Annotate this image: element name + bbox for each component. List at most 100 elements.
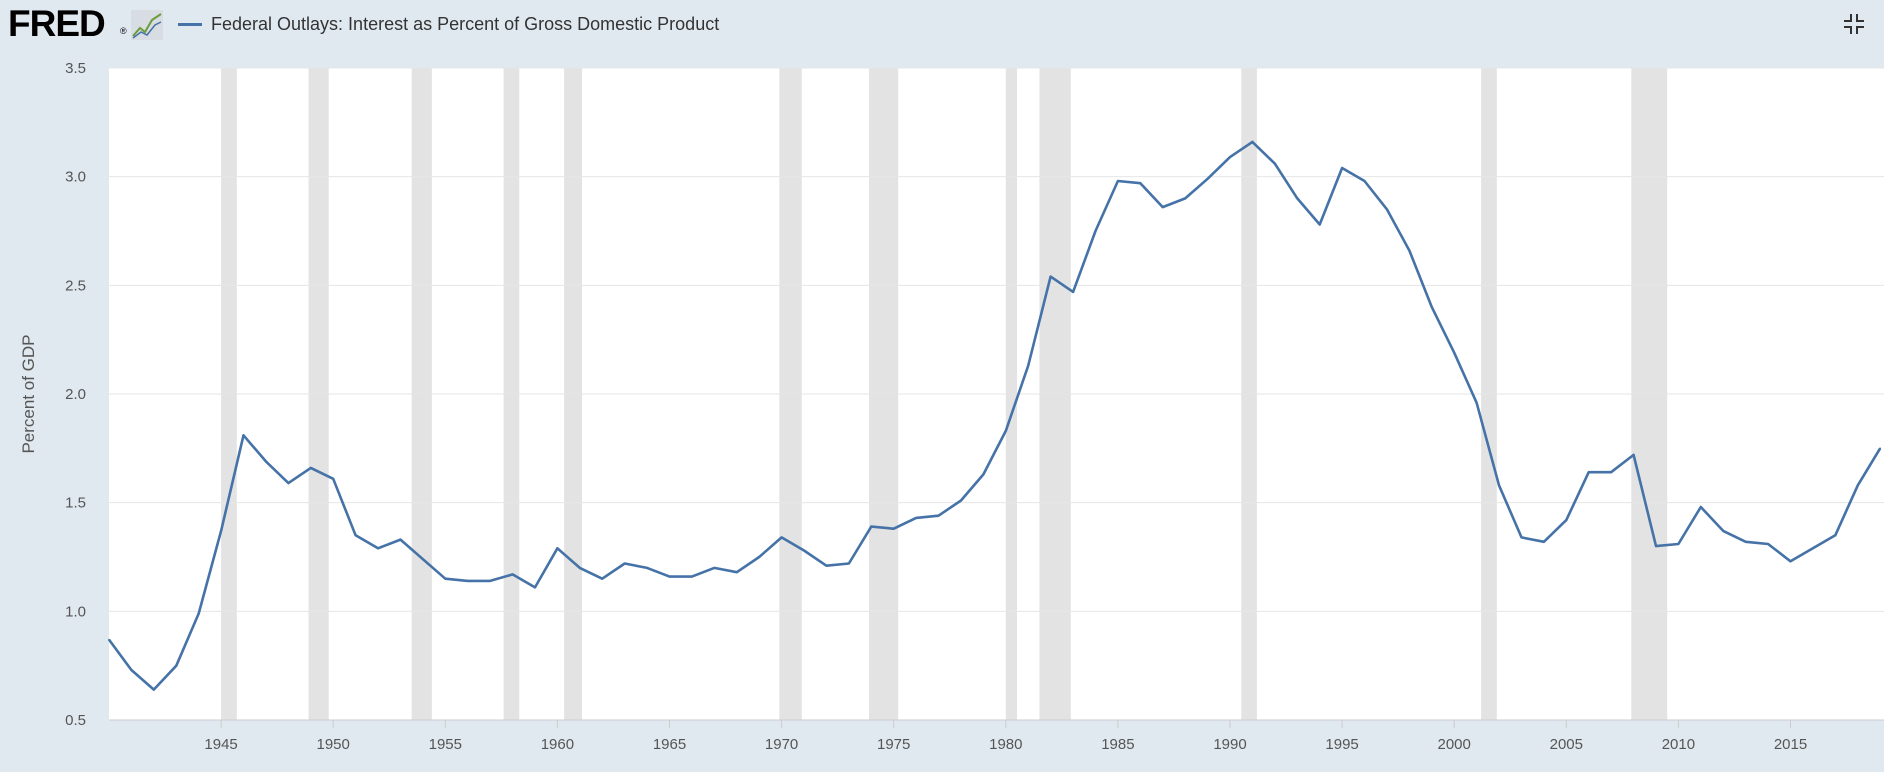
data-point bbox=[1139, 182, 1142, 184]
x-tick-label: 1945 bbox=[204, 736, 237, 753]
x-tick-label: 1950 bbox=[317, 736, 350, 753]
series-layer bbox=[107, 140, 1882, 691]
data-point bbox=[915, 517, 917, 519]
data-point bbox=[1386, 208, 1388, 211]
data-point bbox=[354, 534, 357, 537]
data-point bbox=[399, 538, 402, 541]
data-point bbox=[1744, 541, 1747, 543]
data-point bbox=[422, 558, 424, 560]
registered-mark: ® bbox=[120, 26, 127, 36]
y-axis: 0.5 1.0 1.5 2.0 2.5 3.0 3.5 bbox=[65, 60, 86, 729]
data-point bbox=[1049, 275, 1052, 278]
x-axis: 1945 1950 1955 1960 1965 1970 1975 1980 1985 1990… bbox=[204, 720, 1807, 753]
data-point bbox=[197, 612, 200, 615]
data-point bbox=[1677, 543, 1680, 545]
fred-logo[interactable]: FRED bbox=[8, 3, 106, 44]
chart-header: FRED ® Federal Outlays: Interest as Perc… bbox=[0, 0, 1884, 50]
y-tick-label: 3.5 bbox=[65, 60, 86, 77]
data-point bbox=[1184, 197, 1186, 200]
x-tick-label: 1985 bbox=[1101, 736, 1134, 753]
data-point bbox=[287, 482, 290, 484]
data-point bbox=[1408, 249, 1411, 252]
data-point bbox=[1431, 306, 1433, 308]
data-point bbox=[466, 580, 469, 582]
x-tick-label: 2010 bbox=[1662, 736, 1695, 753]
data-point bbox=[1206, 178, 1209, 180]
data-point bbox=[1363, 180, 1366, 182]
data-point bbox=[1879, 447, 1881, 450]
x-tick-label: 1990 bbox=[1213, 736, 1246, 753]
y-tick-label: 2.0 bbox=[65, 386, 86, 403]
data-point bbox=[1834, 534, 1837, 537]
data-point bbox=[310, 467, 312, 469]
legend-swatch bbox=[178, 22, 202, 26]
data-point bbox=[1857, 484, 1859, 487]
x-tick-label: 2000 bbox=[1438, 736, 1471, 753]
data-point bbox=[242, 434, 245, 437]
data-point bbox=[511, 573, 514, 576]
data-point bbox=[1251, 141, 1254, 143]
chart-legend[interactable]: Federal Outlays: Interest as Percent of … bbox=[178, 12, 719, 36]
data-point bbox=[758, 556, 760, 558]
data-point bbox=[220, 530, 222, 532]
data-point bbox=[1296, 197, 1299, 200]
x-tick-label: 1970 bbox=[765, 736, 798, 753]
data-point bbox=[892, 527, 895, 530]
data-point bbox=[1587, 471, 1590, 474]
data-point bbox=[1632, 454, 1635, 456]
data-point bbox=[780, 536, 783, 539]
y-tick-label: 3.0 bbox=[65, 169, 86, 186]
x-tick-label: 1965 bbox=[653, 736, 686, 753]
data-point bbox=[668, 575, 671, 578]
data-point bbox=[1229, 156, 1231, 158]
data-point bbox=[1722, 530, 1724, 532]
data-point bbox=[1565, 519, 1568, 521]
data-point bbox=[1498, 484, 1500, 487]
gridlines bbox=[109, 67, 1884, 612]
data-point bbox=[1318, 223, 1321, 226]
legend-label: Federal Outlays: Interest as Percent of … bbox=[211, 13, 720, 34]
chart-sparkline-icon bbox=[131, 10, 163, 40]
data-point bbox=[982, 473, 985, 476]
y-tick-label: 0.5 bbox=[65, 712, 86, 729]
data-point bbox=[646, 567, 648, 569]
x-tick-label: 1995 bbox=[1325, 736, 1358, 753]
data-point bbox=[1005, 430, 1007, 432]
data-point bbox=[489, 580, 491, 582]
data-point bbox=[691, 575, 693, 578]
x-tick-label: 1955 bbox=[429, 736, 462, 753]
data-point bbox=[1767, 543, 1769, 545]
data-point bbox=[713, 567, 716, 569]
data-point bbox=[534, 586, 536, 589]
data-point bbox=[1094, 230, 1097, 232]
collapse-arrows-icon[interactable] bbox=[1842, 12, 1866, 36]
data-point bbox=[130, 669, 133, 671]
data-point bbox=[175, 664, 178, 667]
data-point bbox=[1027, 364, 1029, 367]
data-point bbox=[803, 549, 805, 552]
x-tick-label: 1975 bbox=[877, 736, 910, 753]
data-point bbox=[937, 514, 940, 517]
data-point bbox=[1117, 180, 1119, 182]
data-point bbox=[377, 547, 379, 550]
data-point bbox=[601, 577, 603, 580]
data-point bbox=[1274, 162, 1276, 165]
y-tick-label: 2.5 bbox=[65, 277, 86, 294]
data-point bbox=[825, 564, 828, 567]
data-point bbox=[623, 562, 626, 565]
data-point bbox=[736, 571, 738, 573]
data-point bbox=[1072, 291, 1074, 293]
data-point bbox=[1543, 541, 1545, 543]
data-point bbox=[960, 499, 962, 502]
data-point bbox=[1610, 471, 1612, 474]
series-line[interactable] bbox=[107, 140, 1882, 691]
data-point bbox=[1700, 506, 1702, 508]
data-point bbox=[870, 525, 873, 528]
data-point bbox=[848, 562, 850, 565]
data-point bbox=[1789, 560, 1792, 563]
data-point bbox=[265, 460, 267, 463]
data-point bbox=[579, 567, 581, 569]
data-point bbox=[556, 547, 559, 550]
